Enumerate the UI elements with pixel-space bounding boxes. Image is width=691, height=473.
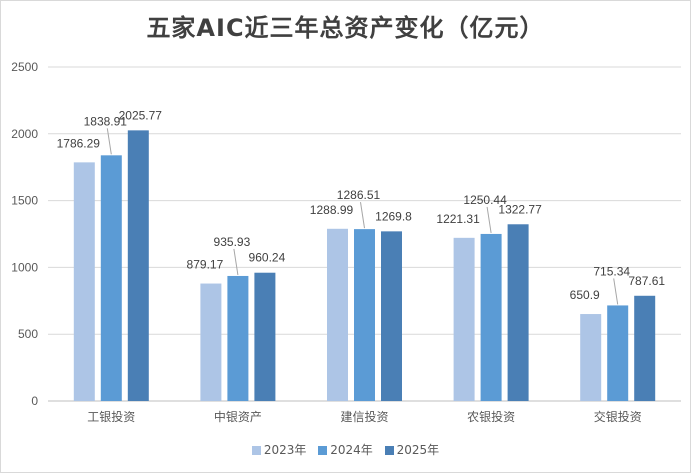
data-label: 650.9 <box>570 288 600 302</box>
data-label: 1286.51 <box>337 188 381 202</box>
data-label: 1322.77 <box>498 202 542 216</box>
y-tick-label: 2500 <box>11 60 38 74</box>
data-label: 1221.31 <box>436 212 480 226</box>
bar-2025年 <box>254 272 276 401</box>
bar-2023年 <box>73 162 95 401</box>
data-label: 2025.77 <box>119 108 163 122</box>
bar-2025年 <box>507 224 529 401</box>
legend-swatch <box>251 446 261 455</box>
bar-2023年 <box>580 314 602 401</box>
data-label: 1838.91 <box>84 114 128 128</box>
label-leader-line <box>613 278 619 305</box>
y-tick-label: 1000 <box>11 260 38 274</box>
legend-swatch <box>318 446 328 455</box>
data-label: 787.61 <box>628 274 665 288</box>
label-leader-line <box>486 206 492 234</box>
legend-label: 2024年 <box>330 443 373 457</box>
data-label: 1269.8 <box>375 209 412 223</box>
bar-2025年 <box>634 295 656 401</box>
legend-item-2023: 2023年 <box>251 441 307 458</box>
bar-2024年 <box>100 155 122 401</box>
category-label: 中银资产 <box>214 409 262 424</box>
bar-2023年 <box>327 228 348 401</box>
bar-2024年 <box>354 229 375 401</box>
bar-2024年 <box>227 275 249 401</box>
data-label: 879.17 <box>187 258 224 272</box>
label-leader-line <box>106 128 112 155</box>
y-tick-label: 0 <box>31 394 38 408</box>
chart-title: 五家AIC近三年总资产变化（亿元） <box>146 14 545 42</box>
y-tick-label: 1500 <box>11 194 38 208</box>
legend-label: 2023年 <box>263 443 307 457</box>
category-label: 农银投资 <box>467 409 515 424</box>
data-label: 960.24 <box>249 251 286 265</box>
category-label: 交银投资 <box>594 409 642 424</box>
legend-label: 2025年 <box>396 443 440 457</box>
y-tick-label: 500 <box>18 327 38 341</box>
legend-item-2025: 2025年 <box>384 441 440 458</box>
label-leader-line <box>233 248 239 276</box>
category-label: 工银投资 <box>87 409 135 424</box>
data-label: 935.93 <box>214 235 251 249</box>
legend-swatch <box>384 446 394 455</box>
data-label: 1288.99 <box>310 203 354 217</box>
legend-item-2024: 2024年 <box>318 441 373 458</box>
bar-2025年 <box>127 130 149 402</box>
legend: 2023年 2024年 2025年 <box>0 441 691 458</box>
label-leader-line <box>360 202 365 229</box>
bar-2023年 <box>453 237 475 401</box>
category-label: 建信投资 <box>340 409 388 424</box>
y-tick-label: 2000 <box>11 127 38 141</box>
data-label: 1786.29 <box>57 136 101 150</box>
bar-2023年 <box>200 283 222 401</box>
bar-2024年 <box>607 305 629 401</box>
data-label: 1250.44 <box>463 193 507 207</box>
bar-2025年 <box>381 231 402 401</box>
bar-2024年 <box>480 233 502 401</box>
data-label: 715.34 <box>593 264 630 278</box>
